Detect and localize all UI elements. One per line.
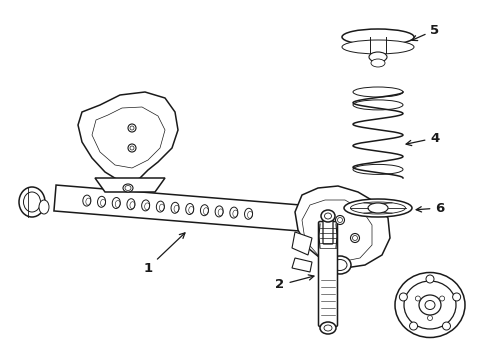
Ellipse shape <box>19 187 45 217</box>
Ellipse shape <box>98 196 105 207</box>
Text: 3: 3 <box>423 275 440 295</box>
Ellipse shape <box>416 296 420 301</box>
Polygon shape <box>295 186 390 268</box>
Ellipse shape <box>427 315 433 320</box>
Ellipse shape <box>419 295 441 315</box>
Ellipse shape <box>342 29 414 45</box>
Ellipse shape <box>128 124 136 132</box>
Ellipse shape <box>324 213 332 219</box>
Ellipse shape <box>410 322 417 330</box>
Ellipse shape <box>83 195 91 206</box>
Ellipse shape <box>350 234 360 243</box>
Ellipse shape <box>156 201 164 212</box>
Polygon shape <box>292 258 312 272</box>
Ellipse shape <box>453 293 461 301</box>
Text: 4: 4 <box>406 131 440 145</box>
Ellipse shape <box>215 206 223 217</box>
Text: 6: 6 <box>416 202 444 215</box>
Ellipse shape <box>123 184 133 192</box>
Text: 5: 5 <box>412 23 440 41</box>
Ellipse shape <box>442 322 450 330</box>
Ellipse shape <box>24 192 41 212</box>
FancyBboxPatch shape <box>318 221 338 327</box>
Ellipse shape <box>142 200 149 211</box>
Ellipse shape <box>130 126 134 130</box>
Ellipse shape <box>369 52 387 62</box>
Ellipse shape <box>230 207 238 218</box>
Ellipse shape <box>350 202 406 214</box>
Ellipse shape <box>324 325 332 331</box>
Ellipse shape <box>329 256 351 274</box>
Ellipse shape <box>127 199 135 210</box>
Ellipse shape <box>186 203 194 215</box>
Ellipse shape <box>125 185 131 190</box>
Ellipse shape <box>425 301 435 310</box>
Ellipse shape <box>344 199 412 217</box>
Text: 2: 2 <box>275 275 314 292</box>
Ellipse shape <box>338 217 343 222</box>
Ellipse shape <box>336 216 344 225</box>
Polygon shape <box>292 232 312 255</box>
Ellipse shape <box>245 208 252 219</box>
Ellipse shape <box>426 275 434 283</box>
Ellipse shape <box>404 281 456 329</box>
Ellipse shape <box>320 322 336 334</box>
Ellipse shape <box>128 144 136 152</box>
Ellipse shape <box>399 293 407 301</box>
Polygon shape <box>54 185 301 231</box>
Ellipse shape <box>371 59 385 67</box>
Ellipse shape <box>200 205 208 216</box>
Ellipse shape <box>352 235 358 240</box>
Polygon shape <box>95 178 165 192</box>
Ellipse shape <box>39 200 49 214</box>
Ellipse shape <box>130 146 134 150</box>
Ellipse shape <box>171 202 179 213</box>
Ellipse shape <box>395 273 465 338</box>
FancyBboxPatch shape <box>323 220 333 244</box>
Ellipse shape <box>112 198 120 208</box>
Polygon shape <box>78 92 178 182</box>
Ellipse shape <box>368 203 388 213</box>
Ellipse shape <box>342 40 414 54</box>
Text: 1: 1 <box>144 233 185 275</box>
Ellipse shape <box>440 296 444 301</box>
Ellipse shape <box>333 260 347 270</box>
Ellipse shape <box>321 210 335 222</box>
